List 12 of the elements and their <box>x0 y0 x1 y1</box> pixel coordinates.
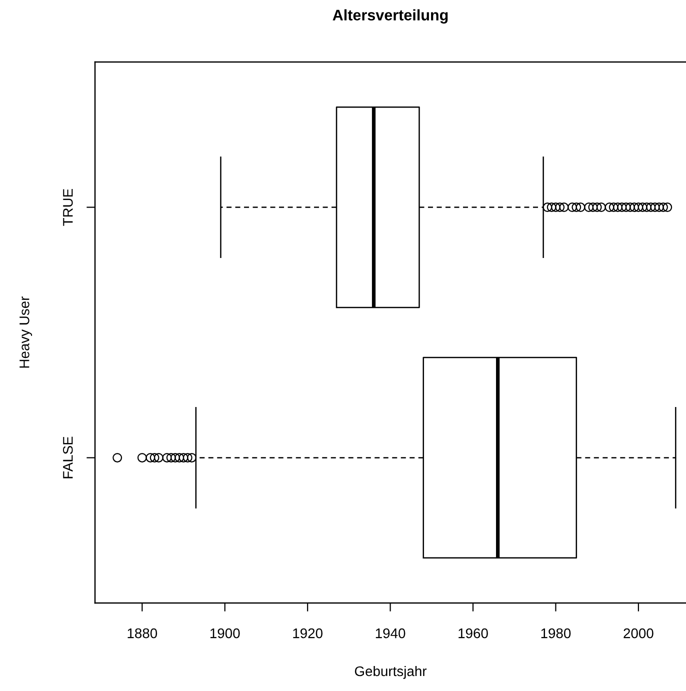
y-axis-title: Heavy User <box>20 296 32 368</box>
y-tick-label: TRUE <box>63 188 73 226</box>
chart-title: Altersverteilung <box>332 9 448 24</box>
x-tick-label: 1980 <box>541 628 571 638</box>
x-tick-label: 1900 <box>210 628 240 638</box>
x-tick-label: 1940 <box>376 628 406 638</box>
x-tick-label: 1960 <box>458 628 488 638</box>
y-tick-label: FALSE <box>62 436 73 478</box>
x-tick-label: 1920 <box>293 628 322 638</box>
x-tick-label: 2000 <box>624 628 654 638</box>
x-axis-title: Geburtsjahr <box>354 666 427 679</box>
x-tick-label: 1880 <box>128 628 158 638</box>
